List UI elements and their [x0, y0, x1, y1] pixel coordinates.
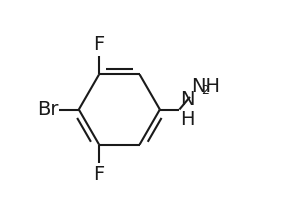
Text: F: F [94, 164, 105, 184]
Text: 2: 2 [201, 84, 209, 97]
Text: F: F [94, 35, 105, 55]
Text: H: H [180, 110, 195, 129]
Text: Br: Br [37, 100, 58, 119]
Text: N: N [180, 90, 195, 109]
Text: NH: NH [191, 77, 220, 96]
